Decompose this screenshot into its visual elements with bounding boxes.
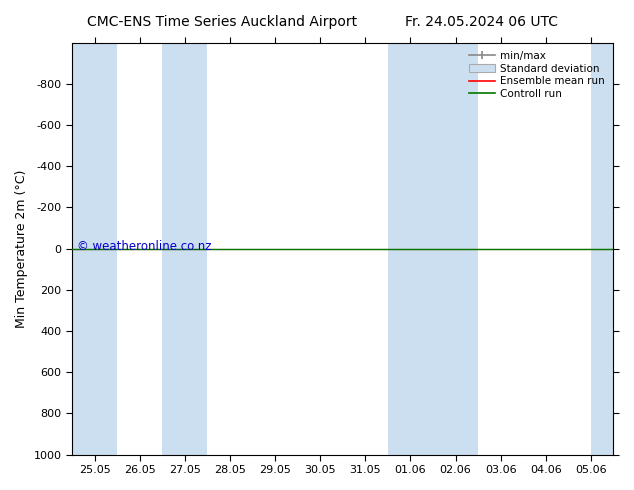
Text: Fr. 24.05.2024 06 UTC: Fr. 24.05.2024 06 UTC	[405, 15, 559, 29]
Bar	[591, 43, 634, 455]
Bar	[162, 43, 207, 455]
Text: © weatheronline.co.nz: © weatheronline.co.nz	[77, 240, 212, 253]
Y-axis label: Min Temperature 2m (°C): Min Temperature 2m (°C)	[15, 170, 28, 328]
Bar	[433, 43, 478, 455]
Text: CMC-ENS Time Series Auckland Airport: CMC-ENS Time Series Auckland Airport	[87, 15, 357, 29]
Legend: min/max, Standard deviation, Ensemble mean run, Controll run: min/max, Standard deviation, Ensemble me…	[466, 48, 608, 102]
Bar	[388, 43, 433, 455]
Bar	[72, 43, 117, 455]
